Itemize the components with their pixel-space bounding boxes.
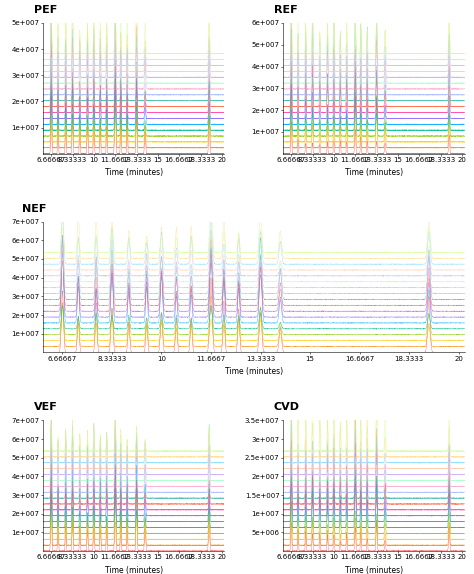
Text: NEF: NEF bbox=[21, 204, 46, 214]
X-axis label: Time (minutes): Time (minutes) bbox=[104, 168, 163, 177]
X-axis label: Time (minutes): Time (minutes) bbox=[225, 367, 283, 376]
Text: REF: REF bbox=[273, 5, 297, 15]
Text: VEF: VEF bbox=[34, 402, 57, 413]
Text: PEF: PEF bbox=[34, 5, 57, 15]
X-axis label: Time (minutes): Time (minutes) bbox=[104, 566, 163, 574]
Text: CVD: CVD bbox=[273, 402, 300, 413]
X-axis label: Time (minutes): Time (minutes) bbox=[345, 168, 403, 177]
X-axis label: Time (minutes): Time (minutes) bbox=[345, 566, 403, 574]
